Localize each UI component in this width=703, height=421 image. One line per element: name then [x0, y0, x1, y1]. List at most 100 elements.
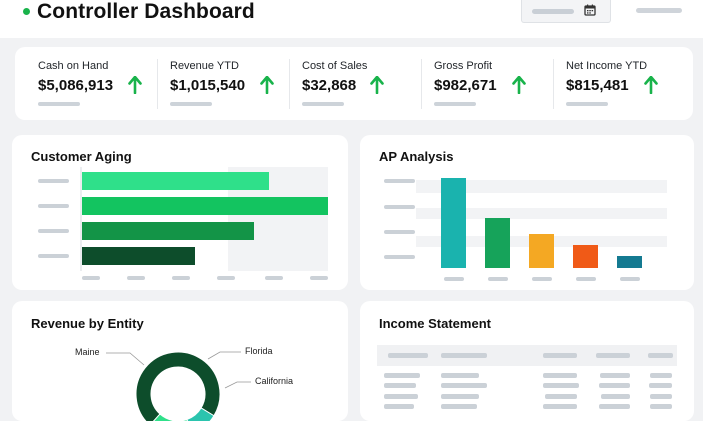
- panel-title: Income Statement: [379, 316, 491, 331]
- income-statement-panel: Income Statement: [360, 301, 694, 421]
- cell-placeholder: [543, 373, 577, 378]
- tick-label-placeholder: [127, 276, 145, 280]
- kpi-value: $5,086,913: [38, 77, 114, 94]
- grid-band: [416, 180, 667, 193]
- ap-analysis-chart: [384, 178, 667, 281]
- customer-aging-panel: Customer Aging: [12, 135, 348, 290]
- tick-label-placeholder: [620, 277, 640, 281]
- tick-label-placeholder: [172, 276, 190, 280]
- legend-label-maine: Maine: [75, 347, 100, 357]
- category-label-placeholder: [38, 179, 69, 183]
- bar: [82, 197, 328, 215]
- bar: [529, 234, 554, 268]
- divider: [289, 59, 290, 109]
- kpi-gross-profit[interactable]: Gross Profit $982,671: [422, 47, 553, 120]
- table-row[interactable]: [377, 371, 677, 381]
- tick-label-placeholder: [82, 276, 100, 280]
- page-title: Controller Dashboard: [37, 0, 255, 23]
- kpi-label: Cost of Sales: [302, 60, 368, 72]
- table-row[interactable]: [377, 402, 677, 412]
- axis-label-placeholder: [384, 179, 415, 183]
- cell-placeholder: [384, 404, 414, 409]
- arrow-up-icon: [644, 76, 658, 94]
- kpi-subtext-placeholder: [170, 102, 212, 106]
- leader-line: [224, 381, 251, 389]
- panel-title: Customer Aging: [31, 149, 132, 164]
- header-menu-link[interactable]: [636, 8, 682, 13]
- cell-placeholder: [384, 373, 420, 378]
- cell-placeholder: [650, 373, 672, 378]
- cell-placeholder: [543, 404, 577, 409]
- column-header-placeholder: [388, 353, 428, 358]
- kpi-cost-of-sales[interactable]: Cost of Sales $32,868: [290, 47, 421, 120]
- top-header: Controller Dashboard: [0, 0, 703, 38]
- divider: [157, 59, 158, 109]
- donut-slice: [135, 351, 221, 421]
- kpi-value: $815,481: [566, 77, 629, 94]
- divider: [553, 59, 554, 109]
- leader-line: [207, 351, 241, 360]
- kpi-label: Cash on Hand: [38, 60, 109, 72]
- axis-label-placeholder: [384, 205, 415, 209]
- kpi-cash-on-hand[interactable]: Cash on Hand $5,086,913: [26, 47, 157, 120]
- category-label-placeholder: [38, 204, 69, 208]
- ap-analysis-panel: AP Analysis: [360, 135, 694, 290]
- date-picker[interactable]: [521, 0, 611, 23]
- cell-placeholder: [441, 404, 477, 409]
- revenue-by-entity-panel: Revenue by Entity Maine Florida Californ…: [12, 301, 348, 421]
- bar: [82, 172, 269, 190]
- legend-label-california: California: [255, 376, 294, 386]
- bar: [617, 256, 642, 268]
- customer-aging-chart: [38, 167, 328, 280]
- cell-placeholder: [599, 383, 630, 388]
- table-row[interactable]: [377, 381, 677, 391]
- status-dot-icon: [23, 8, 30, 15]
- tick-label-placeholder: [310, 276, 328, 280]
- kpi-value: $32,868: [302, 77, 357, 94]
- arrow-up-icon: [260, 76, 274, 94]
- kpi-label: Net Income YTD: [566, 60, 648, 72]
- axis-label-placeholder: [384, 230, 415, 234]
- arrow-up-icon: [128, 76, 142, 94]
- cell-placeholder: [441, 394, 479, 399]
- cell-placeholder: [650, 404, 672, 409]
- table-header-row: [377, 345, 677, 366]
- axis-label-placeholder: [384, 255, 415, 259]
- kpi-net-income-ytd[interactable]: Net Income YTD $815,481: [554, 47, 685, 120]
- cell-placeholder: [599, 404, 630, 409]
- column-header-placeholder: [441, 353, 487, 358]
- kpi-value: $982,671: [434, 77, 497, 94]
- bar: [82, 222, 254, 240]
- panel-title: AP Analysis: [379, 149, 454, 164]
- cell-placeholder: [441, 373, 479, 378]
- tick-label-placeholder: [217, 276, 235, 280]
- kpi-revenue-ytd[interactable]: Revenue YTD $1,015,540: [158, 47, 289, 120]
- cell-placeholder: [600, 373, 630, 378]
- column-header-placeholder: [596, 353, 630, 358]
- table-row[interactable]: [377, 392, 677, 402]
- panel-title: Revenue by Entity: [31, 316, 144, 331]
- legend-label-florida: Florida: [245, 346, 273, 356]
- arrow-up-icon: [512, 76, 526, 94]
- tick-label-placeholder: [488, 277, 508, 281]
- bar: [82, 247, 195, 265]
- kpi-subtext-placeholder: [302, 102, 344, 106]
- category-label-placeholder: [38, 229, 69, 233]
- kpi-subtext-placeholder: [38, 102, 80, 106]
- kpi-label: Gross Profit: [434, 60, 493, 72]
- cell-placeholder: [649, 383, 672, 388]
- kpi-subtext-placeholder: [566, 102, 608, 106]
- bar: [573, 245, 598, 268]
- column-header-placeholder: [648, 353, 673, 358]
- kpi-label: Revenue YTD: [170, 60, 239, 72]
- grid-band: [416, 208, 667, 219]
- tick-label-placeholder: [444, 277, 464, 281]
- date-picker-value-placeholder: [532, 9, 574, 14]
- tick-label-placeholder: [532, 277, 552, 281]
- cell-placeholder: [384, 383, 416, 388]
- bar: [441, 178, 466, 268]
- bar: [485, 218, 510, 268]
- divider: [421, 59, 422, 109]
- cell-placeholder: [384, 394, 418, 399]
- tick-label-placeholder: [576, 277, 596, 281]
